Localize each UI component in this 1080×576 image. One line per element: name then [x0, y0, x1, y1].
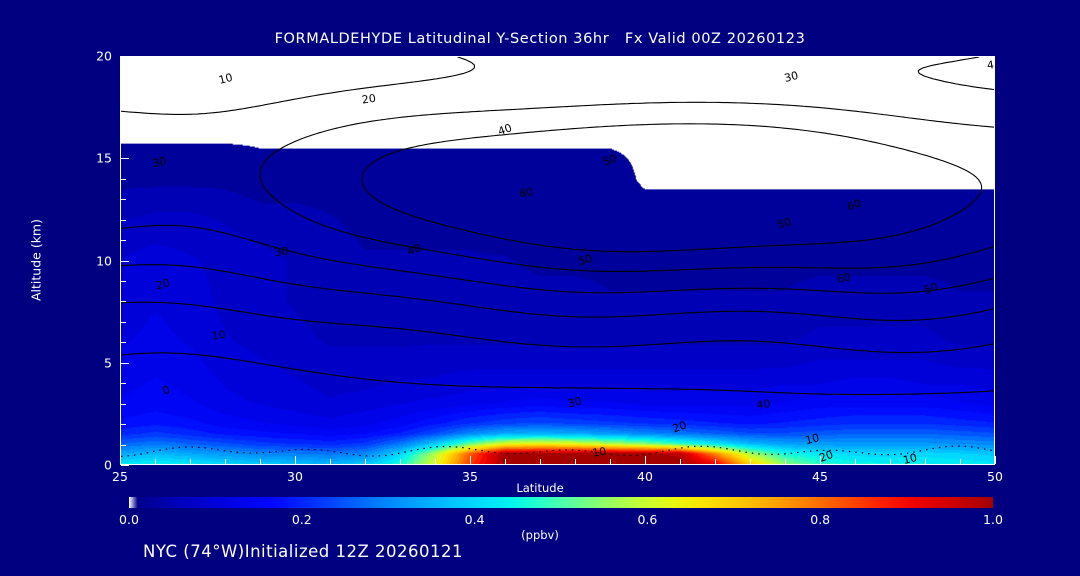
y-tick [121, 158, 129, 160]
x-tick [715, 459, 716, 464]
formaldehyde-shaded-field [121, 57, 994, 464]
plot-area: 10 20 40 30 40 50 30 60 60 50 30 40 50 60 50 20 10 0 30 40 2… [120, 56, 995, 465]
y-tick [121, 137, 126, 139]
y-tick-label-5: 5 [104, 355, 112, 371]
x-tick [190, 459, 191, 464]
x-tick [260, 459, 261, 464]
x-tick [155, 459, 156, 464]
y-tick [121, 424, 126, 426]
y-tick [121, 96, 126, 98]
x-tick [925, 459, 926, 464]
x-tick-label-25: 25 [112, 469, 128, 484]
x-tick [995, 456, 996, 464]
x-tick [645, 456, 646, 464]
x-tick [890, 459, 891, 464]
x-tick-label-50: 50 [987, 469, 1003, 484]
x-tick [820, 456, 821, 464]
x-tick [960, 459, 961, 464]
x-tick [610, 459, 611, 464]
y-tick-label-10: 10 [96, 253, 112, 268]
x-tick [365, 459, 366, 464]
x-tick [435, 459, 436, 464]
y-tick-label-15: 15 [96, 150, 112, 166]
y-tick [121, 321, 126, 323]
x-tick [505, 459, 506, 464]
x-axis-title: Latitude [516, 481, 564, 495]
y-tick [121, 465, 129, 466]
y-tick [121, 56, 129, 57]
x-tick [785, 459, 786, 464]
colorbar-tick-0.0: 0.0 [119, 512, 139, 527]
y-tick [121, 342, 126, 344]
colorbar-tick-1.0: 1.0 [983, 512, 1003, 527]
x-tick-label-35: 35 [462, 469, 478, 484]
x-tick [855, 459, 856, 464]
x-tick [330, 459, 331, 464]
x-tick [575, 459, 576, 464]
x-tick [225, 459, 226, 464]
chart-footer: NYC (74°W)Initialized 12Z 20260121 [143, 542, 464, 561]
y-tick [121, 403, 126, 405]
y-tick-label-0: 0 [104, 457, 112, 473]
y-tick [121, 219, 126, 221]
colorbar-tick-0.4: 0.4 [464, 512, 485, 527]
y-tick [121, 178, 126, 180]
y-tick-label-20: 20 [96, 48, 112, 64]
chart-title: FORMALDEHYDE Latitudinal Y-Section 36hr … [274, 31, 806, 47]
colorbar-units-label: (ppbv) [521, 528, 559, 542]
y-tick [121, 383, 126, 385]
y-tick [121, 199, 126, 201]
y-tick [121, 444, 126, 446]
y-tick [121, 362, 129, 364]
x-tick [470, 456, 471, 464]
x-tick-label-40: 40 [637, 469, 653, 484]
colorbar-tick-0.2: 0.2 [291, 512, 312, 527]
colorbar-tick-0.8: 0.8 [810, 512, 831, 527]
x-tick [540, 459, 541, 464]
x-tick [295, 456, 296, 464]
y-tick [121, 260, 129, 262]
colorbar-gradient [129, 497, 993, 508]
x-tick-label-45: 45 [812, 469, 828, 484]
y-tick [121, 76, 126, 78]
y-tick [121, 301, 126, 303]
x-tick [400, 459, 401, 464]
colorbar-tick-0.6: 0.6 [637, 512, 658, 527]
x-tick [120, 456, 121, 464]
y-axis-title: Altitude (km) [28, 219, 44, 301]
x-tick [680, 459, 681, 464]
y-tick [121, 117, 126, 119]
y-tick [121, 240, 126, 242]
colorbar [129, 497, 993, 508]
x-tick-label-30: 30 [287, 469, 303, 484]
x-tick [750, 459, 751, 464]
y-tick [121, 280, 126, 282]
